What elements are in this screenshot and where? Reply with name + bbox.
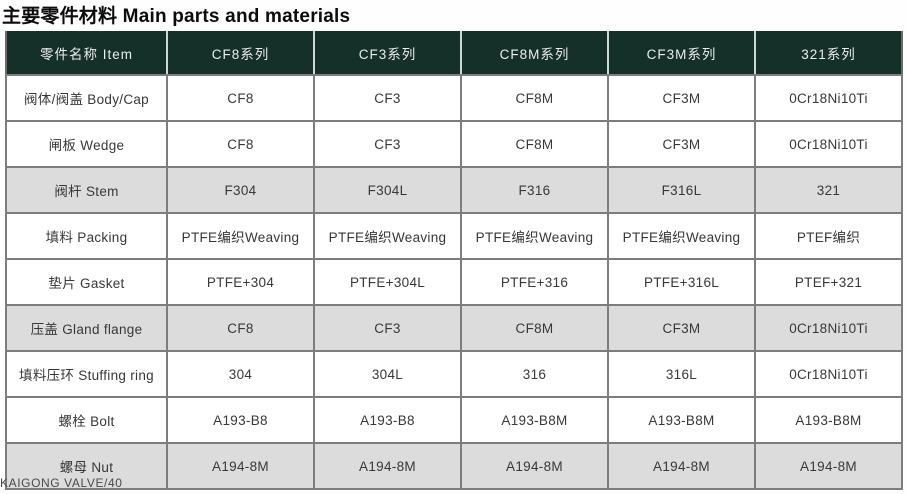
item-name-cell: 阀杆 Stem [5, 166, 168, 214]
material-value-cell: A193-B8M [460, 396, 609, 444]
material-value-cell: CF8M [460, 74, 609, 122]
table-row: 压盖 Gland flange CF8 CF3 CF8M CF3M 0Cr18Ni10Ti [5, 304, 903, 352]
column-header-series: CF8系列 [167, 31, 315, 76]
table-row: 填料 Packing PTFE编织Weaving PTFE编织Weaving PTFE… [5, 212, 903, 260]
column-header-item: 零件名称 Item [6, 31, 168, 76]
item-name-cell: 压盖 Gland flange [5, 304, 168, 352]
table-row: 阀体/阀盖 Body/Cap CF8 CF3 CF8M CF3M 0Cr18Ni10Ti [5, 74, 903, 122]
material-value-cell: A194-8M [607, 442, 756, 490]
page-footer: KAIGONG VALVE/40 [0, 476, 123, 490]
column-header-series: 321系列 [755, 31, 902, 76]
material-value-cell: F304 [166, 166, 315, 214]
material-value-cell: F304L [313, 166, 462, 214]
material-value-cell: 0Cr18Ni10Ti [754, 304, 903, 352]
material-value-cell: A193-B8M [754, 396, 903, 444]
material-value-cell: CF8M [460, 120, 609, 168]
material-value-cell: A193-B8 [166, 396, 315, 444]
column-header-series: CF8M系列 [461, 31, 609, 76]
material-value-cell: CF3M [607, 74, 756, 122]
table-row: 螺母 Nut A194-8M A194-8M A194-8M A194-8M A194-8… [5, 442, 903, 490]
material-value-cell: CF8 [166, 74, 315, 122]
material-value-cell: 304L [313, 350, 462, 398]
material-value-cell: PTFE+316 [460, 258, 609, 306]
table-row: 阀杆 Stem F304 F304L F316 F316L 321 [5, 166, 903, 214]
table-header-row: 零件名称 Item CF8系列 CF3系列 CF8M系列 CF3M系列 321系列 [6, 31, 902, 76]
material-value-cell: CF3M [607, 304, 756, 352]
item-name-cell: 阀体/阀盖 Body/Cap [5, 74, 168, 122]
material-value-cell: CF8 [166, 120, 315, 168]
material-value-cell: CF3 [313, 120, 462, 168]
column-header-series: CF3M系列 [608, 31, 756, 76]
material-value-cell: A194-8M [754, 442, 903, 490]
item-name-cell: 螺栓 Bolt [5, 396, 168, 444]
material-value-cell: CF3 [313, 304, 462, 352]
material-value-cell: PTFE编织Weaving [460, 212, 609, 260]
material-value-cell: PTFE+304L [313, 258, 462, 306]
table-row: 闸板 Wedge CF8 CF3 CF8M CF3M 0Cr18Ni10Ti [5, 120, 903, 168]
material-value-cell: 316L [607, 350, 756, 398]
material-value-cell: A193-B8 [313, 396, 462, 444]
material-value-cell: 0Cr18Ni10Ti [754, 350, 903, 398]
material-value-cell: F316 [460, 166, 609, 214]
material-value-cell: A194-8M [166, 442, 315, 490]
table-row: 垫片 Gasket PTFE+304 PTFE+304L PTFE+316 PTFE+3… [5, 258, 903, 306]
material-value-cell: A194-8M [313, 442, 462, 490]
material-value-cell: PTEF+321 [754, 258, 903, 306]
item-name-cell: 填料 Packing [5, 212, 168, 260]
material-value-cell: 304 [166, 350, 315, 398]
material-value-cell: PTFE+316L [607, 258, 756, 306]
material-value-cell: PTFE编织Weaving [313, 212, 462, 260]
material-value-cell: CF3M [607, 120, 756, 168]
material-value-cell: PTEF编织 [754, 212, 903, 260]
material-value-cell: CF8M [460, 304, 609, 352]
material-value-cell: PTFE编织Weaving [607, 212, 756, 260]
material-value-cell: F316L [607, 166, 756, 214]
material-value-cell: 316 [460, 350, 609, 398]
item-name-cell: 填料压环 Stuffing ring [5, 350, 168, 398]
material-value-cell: A194-8M [460, 442, 609, 490]
material-value-cell: PTFE+304 [166, 258, 315, 306]
table-row: 填料压环 Stuffing ring 304 304L 316 316L 0Cr18Ni1… [5, 350, 903, 398]
parts-materials-table: 零件名称 Item CF8系列 CF3系列 CF8M系列 CF3M系列 321系列 阀体/… [5, 31, 903, 490]
item-name-cell: 垫片 Gasket [5, 258, 168, 306]
material-value-cell: PTFE编织Weaving [166, 212, 315, 260]
material-value-cell: 321 [754, 166, 903, 214]
material-value-cell: CF8 [166, 304, 315, 352]
material-value-cell: CF3 [313, 74, 462, 122]
table-row: 螺栓 Bolt A193-B8 A193-B8 A193-B8M A193-B8M A19… [5, 396, 903, 444]
material-value-cell: A193-B8M [607, 396, 756, 444]
material-value-cell: 0Cr18Ni10Ti [754, 74, 903, 122]
item-name-cell: 闸板 Wedge [5, 120, 168, 168]
item-name-cell: 螺母 Nut [5, 442, 168, 490]
page-title: 主要零件材料 Main parts and materials [2, 6, 351, 27]
material-value-cell: 0Cr18Ni10Ti [754, 120, 903, 168]
column-header-series: CF3系列 [314, 31, 462, 76]
